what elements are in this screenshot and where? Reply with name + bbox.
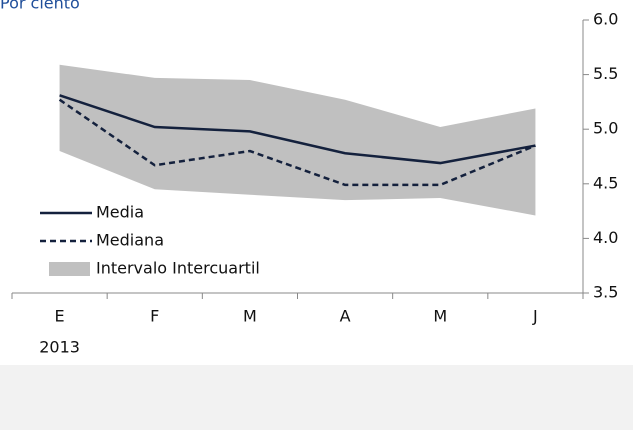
y-tick-label: 4.5 bbox=[593, 173, 618, 192]
y-tick-label: 3.5 bbox=[593, 283, 618, 302]
legend-label: Mediana bbox=[96, 231, 164, 250]
legend-label: Intervalo Intercuartil bbox=[96, 259, 260, 278]
series-line bbox=[59, 94, 536, 165]
series-line bbox=[58, 98, 536, 187]
legend-label: Media bbox=[96, 203, 144, 222]
x-tick-label: A bbox=[340, 307, 351, 326]
footer-panel bbox=[0, 365, 633, 430]
y-tick-label: 5.0 bbox=[593, 119, 618, 138]
x-sublabel: 2013 bbox=[39, 338, 80, 357]
x-tick-label: F bbox=[150, 307, 159, 326]
interquartile-band bbox=[59, 64, 536, 216]
y-tick-label: 5.5 bbox=[593, 64, 618, 83]
x-tick-label: M bbox=[433, 307, 447, 326]
y-tick-label: 6.0 bbox=[593, 10, 618, 29]
x-tick-label: M bbox=[243, 307, 257, 326]
chart-title: Por ciento bbox=[0, 0, 80, 13]
y-tick-label: 4.0 bbox=[593, 228, 618, 247]
x-tick-label: J bbox=[532, 307, 538, 326]
x-tick-label: E bbox=[55, 307, 65, 326]
legend-swatch bbox=[49, 262, 90, 276]
